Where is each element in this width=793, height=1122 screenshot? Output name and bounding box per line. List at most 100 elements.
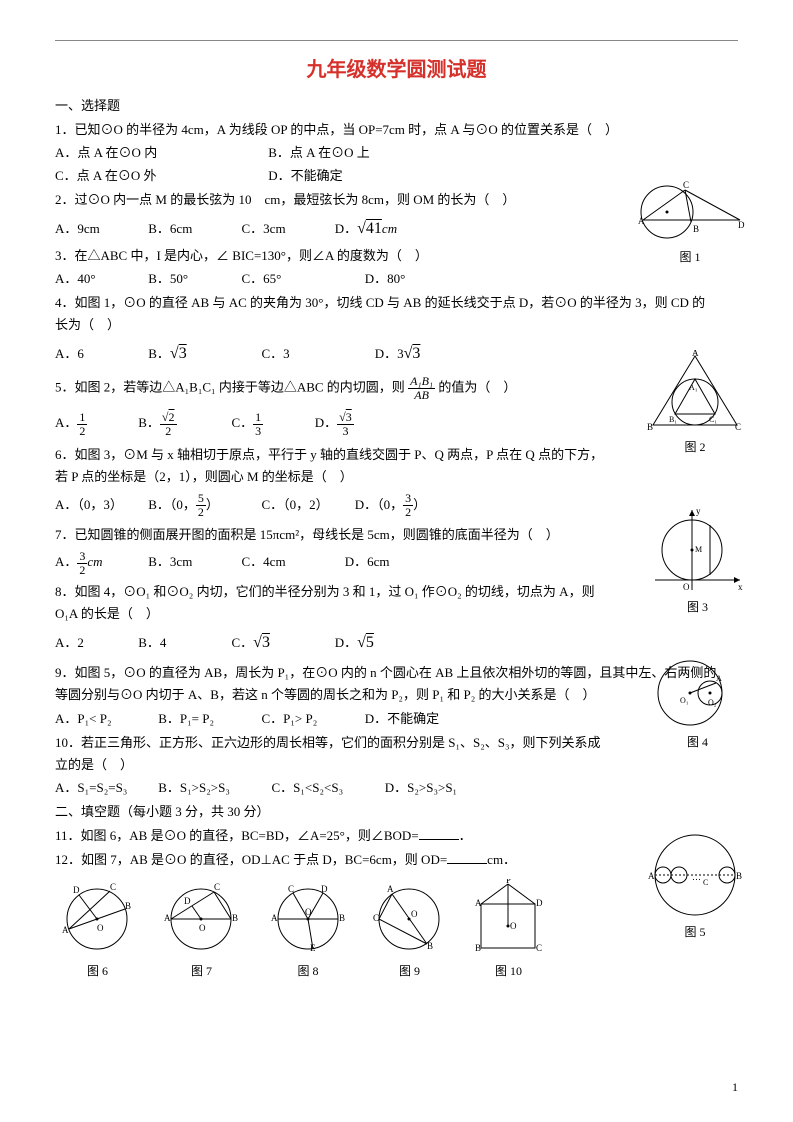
svg-text:B: B <box>339 913 345 923</box>
svg-text:O₂: O₂ <box>708 698 717 707</box>
opt-8b: B．4 <box>138 632 228 654</box>
svg-text:O: O <box>97 923 104 933</box>
svg-text:B: B <box>232 913 238 923</box>
figure-4: O₁ O₂ A 图 4 <box>650 655 745 752</box>
opt-3c: C．65° <box>242 268 362 290</box>
svg-text:D: D <box>184 896 191 906</box>
figure-1: A C B D 图 1 <box>635 180 745 267</box>
opt-9a: A．P₁< P₂ <box>55 708 155 730</box>
opt-4b: B．√3 <box>148 340 258 367</box>
opt-6c: C．（0，2） <box>262 494 352 516</box>
opt-5d: D．√33 <box>315 411 354 438</box>
svg-text:C: C <box>288 884 294 894</box>
svg-text:A: A <box>475 898 482 908</box>
svg-text:D: D <box>738 220 745 230</box>
opt-7b: B．3cm <box>148 551 238 573</box>
section-heading-1: 一、选择题 <box>55 95 738 117</box>
figure-2: A B C A₁ B₁ C₁ 图 2 <box>645 350 745 457</box>
opt-5a: A．12 <box>55 411 135 438</box>
svg-text:A: A <box>638 216 645 226</box>
question-3-options: A．40° B．50° C．65° D．80° <box>55 268 738 290</box>
question-4-options: A．6 B．√3 C．3 D．3√3 <box>55 340 738 367</box>
opt-10a: A．S₁=S₂=S₃ <box>55 777 155 799</box>
question-8: 8．如图 4，⊙O₁ 和⊙O₂ 内切，它们的半径分别为 3 和 1，过 O₁ 作… <box>55 581 738 625</box>
opt-3b: B．50° <box>148 268 238 290</box>
opt-7d: D．6cm <box>345 551 390 573</box>
opt-2a: A．9cm <box>55 218 145 240</box>
figure-6: A B C D O 图 6 <box>55 879 140 981</box>
opt-10d: D．S₂>S₃>S₁ <box>385 777 457 799</box>
opt-3d: D．80° <box>365 268 406 290</box>
question-5-options: A．12 B．√22 C．13 D．√33 <box>55 411 738 438</box>
svg-text:…: … <box>692 872 701 882</box>
question-10-options: A．S₁=S₂=S₃ B．S₁>S₂>S₃ C．S₁<S₂<S₃ D．S₂>S₃… <box>55 777 738 799</box>
figure-10: P A D B C O 图 10 <box>466 879 551 981</box>
opt-9d: D．不能确定 <box>365 708 439 730</box>
opt-7c: C．4cm <box>242 551 342 573</box>
opt-6d: D．（0，32） <box>355 492 426 519</box>
question-5: 5．如图 2，若等边△A₁B₁C₁ 内接于等边△ABC 的内切圆，则 A₁B₁A… <box>55 375 738 402</box>
svg-text:B: B <box>125 901 131 911</box>
svg-text:B: B <box>475 943 481 953</box>
opt-7a: A．32cm <box>55 550 145 577</box>
question-9-options: A．P₁< P₂ B．P₁= P₂ C．P₁> P₂ D．不能确定 <box>55 708 738 730</box>
opt-4a: A．6 <box>55 343 145 365</box>
svg-text:C: C <box>110 882 116 892</box>
svg-text:A: A <box>648 871 655 881</box>
svg-text:B: B <box>647 422 653 432</box>
opt-1c: C．点 A 在⊙O 外 <box>55 165 265 187</box>
opt-5c: C．13 <box>232 411 312 438</box>
opt-8a: A．2 <box>55 632 135 654</box>
question-12: 12．如图 7，AB 是⊙O 的直径，OD⊥AC 于点 D，BC=6cm，则 O… <box>55 849 738 871</box>
opt-8c: C．√3 <box>232 629 332 656</box>
opt-3a: A．40° <box>55 268 145 290</box>
svg-text:x: x <box>738 582 743 592</box>
figure-5: … A B C 图 5 <box>645 830 745 942</box>
svg-text:O: O <box>199 923 206 933</box>
svg-text:A: A <box>164 913 171 923</box>
opt-2c: C．3cm <box>242 218 332 240</box>
question-6: 6．如图 3，⊙M 与 x 轴相切于原点，平行于 y 轴的直线交圆于 P、Q 两… <box>55 444 738 488</box>
figure-7: A B C D O 图 7 <box>154 879 249 981</box>
svg-text:M: M <box>695 545 702 554</box>
bottom-figures-row: A B C D O 图 6 A B C D O 图 7 <box>55 879 738 981</box>
opt-1d: D．不能确定 <box>268 165 342 187</box>
svg-text:E: E <box>310 943 316 953</box>
opt-1b: B．点 A 在⊙O 上 <box>268 142 369 164</box>
svg-text:C₁: C₁ <box>709 415 717 424</box>
opt-10b: B．S₁>S₂>S₃ <box>158 777 268 799</box>
svg-text:O: O <box>305 907 312 917</box>
question-6-options: A．（0，3） B．（0，52） C．（0，2） D．（0，32） <box>55 492 738 519</box>
figure-8: A B C D E O 图 8 <box>263 879 353 981</box>
opt-4d: D．3√3 <box>375 340 421 367</box>
svg-text:A: A <box>387 884 394 894</box>
opt-9c: C．P₁> P₂ <box>262 708 362 730</box>
svg-text:C: C <box>373 913 379 923</box>
question-1-options: A．点 A 在⊙O 内 B．点 A 在⊙O 上 <box>55 142 738 164</box>
svg-text:B: B <box>427 941 433 951</box>
svg-text:B: B <box>736 871 742 881</box>
svg-text:O: O <box>411 909 418 919</box>
opt-6b: B．（0，52） <box>148 492 258 519</box>
svg-text:A: A <box>692 350 699 358</box>
svg-text:O₁: O₁ <box>680 696 689 705</box>
opt-8d: D．√5 <box>335 629 374 656</box>
question-11: 11．如图 6，AB 是⊙O 的直径，BC=BD，∠A=25°，则∠BOD=． <box>55 825 738 847</box>
svg-text:O: O <box>510 921 517 931</box>
svg-text:A: A <box>62 925 69 935</box>
question-10: 10．若正三角形、正方形、正六边形的周长相等，它们的面积分别是 S₁、S₂、S₃… <box>55 732 738 776</box>
svg-text:O: O <box>683 582 690 592</box>
svg-text:P: P <box>506 879 511 885</box>
opt-9b: B．P₁= P₂ <box>158 708 258 730</box>
svg-text:C: C <box>214 882 220 892</box>
opt-6a: A．（0，3） <box>55 494 145 516</box>
svg-text:C: C <box>703 878 708 887</box>
opt-2d: D．√41cm <box>335 215 397 242</box>
svg-text:y: y <box>696 506 701 516</box>
question-7-options: A．32cm B．3cm C．4cm D．6cm <box>55 550 738 577</box>
opt-2b: B．6cm <box>148 218 238 240</box>
svg-text:A: A <box>716 674 722 683</box>
svg-text:C: C <box>683 180 689 190</box>
question-1: 1．已知⊙O 的半径为 4cm，A 为线段 OP 的中点，当 OP=7cm 时，… <box>55 119 738 141</box>
opt-5b: B．√22 <box>138 411 228 438</box>
